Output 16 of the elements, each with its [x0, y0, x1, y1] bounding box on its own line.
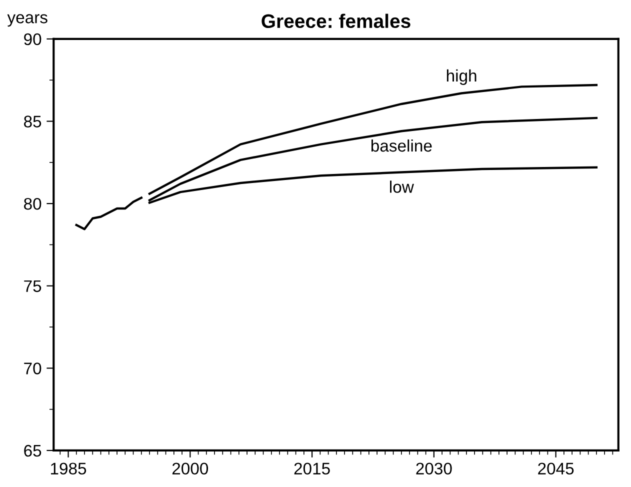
y-tick-label: 90 [24, 33, 42, 46]
x-tick-label: 2015 [294, 462, 330, 475]
x-tick-label: 2000 [172, 462, 208, 475]
y-axis-title: years [7, 14, 48, 27]
y-tick-label: 85 [24, 116, 42, 128]
series-label: high [446, 69, 476, 85]
x-tick-label: 2045 [538, 462, 574, 475]
x-tick-label: 2030 [416, 462, 452, 475]
y-tick-label: 70 [24, 362, 42, 374]
x-tick-label: 1985 [50, 462, 86, 475]
series-label: low [390, 180, 414, 193]
series-label: baseline [371, 139, 432, 152]
y-tick-label: 75 [24, 280, 42, 292]
y-tick-label: 80 [24, 198, 42, 210]
y-tick-label: 65 [24, 444, 42, 457]
chart-title: Greece: females [262, 14, 410, 28]
